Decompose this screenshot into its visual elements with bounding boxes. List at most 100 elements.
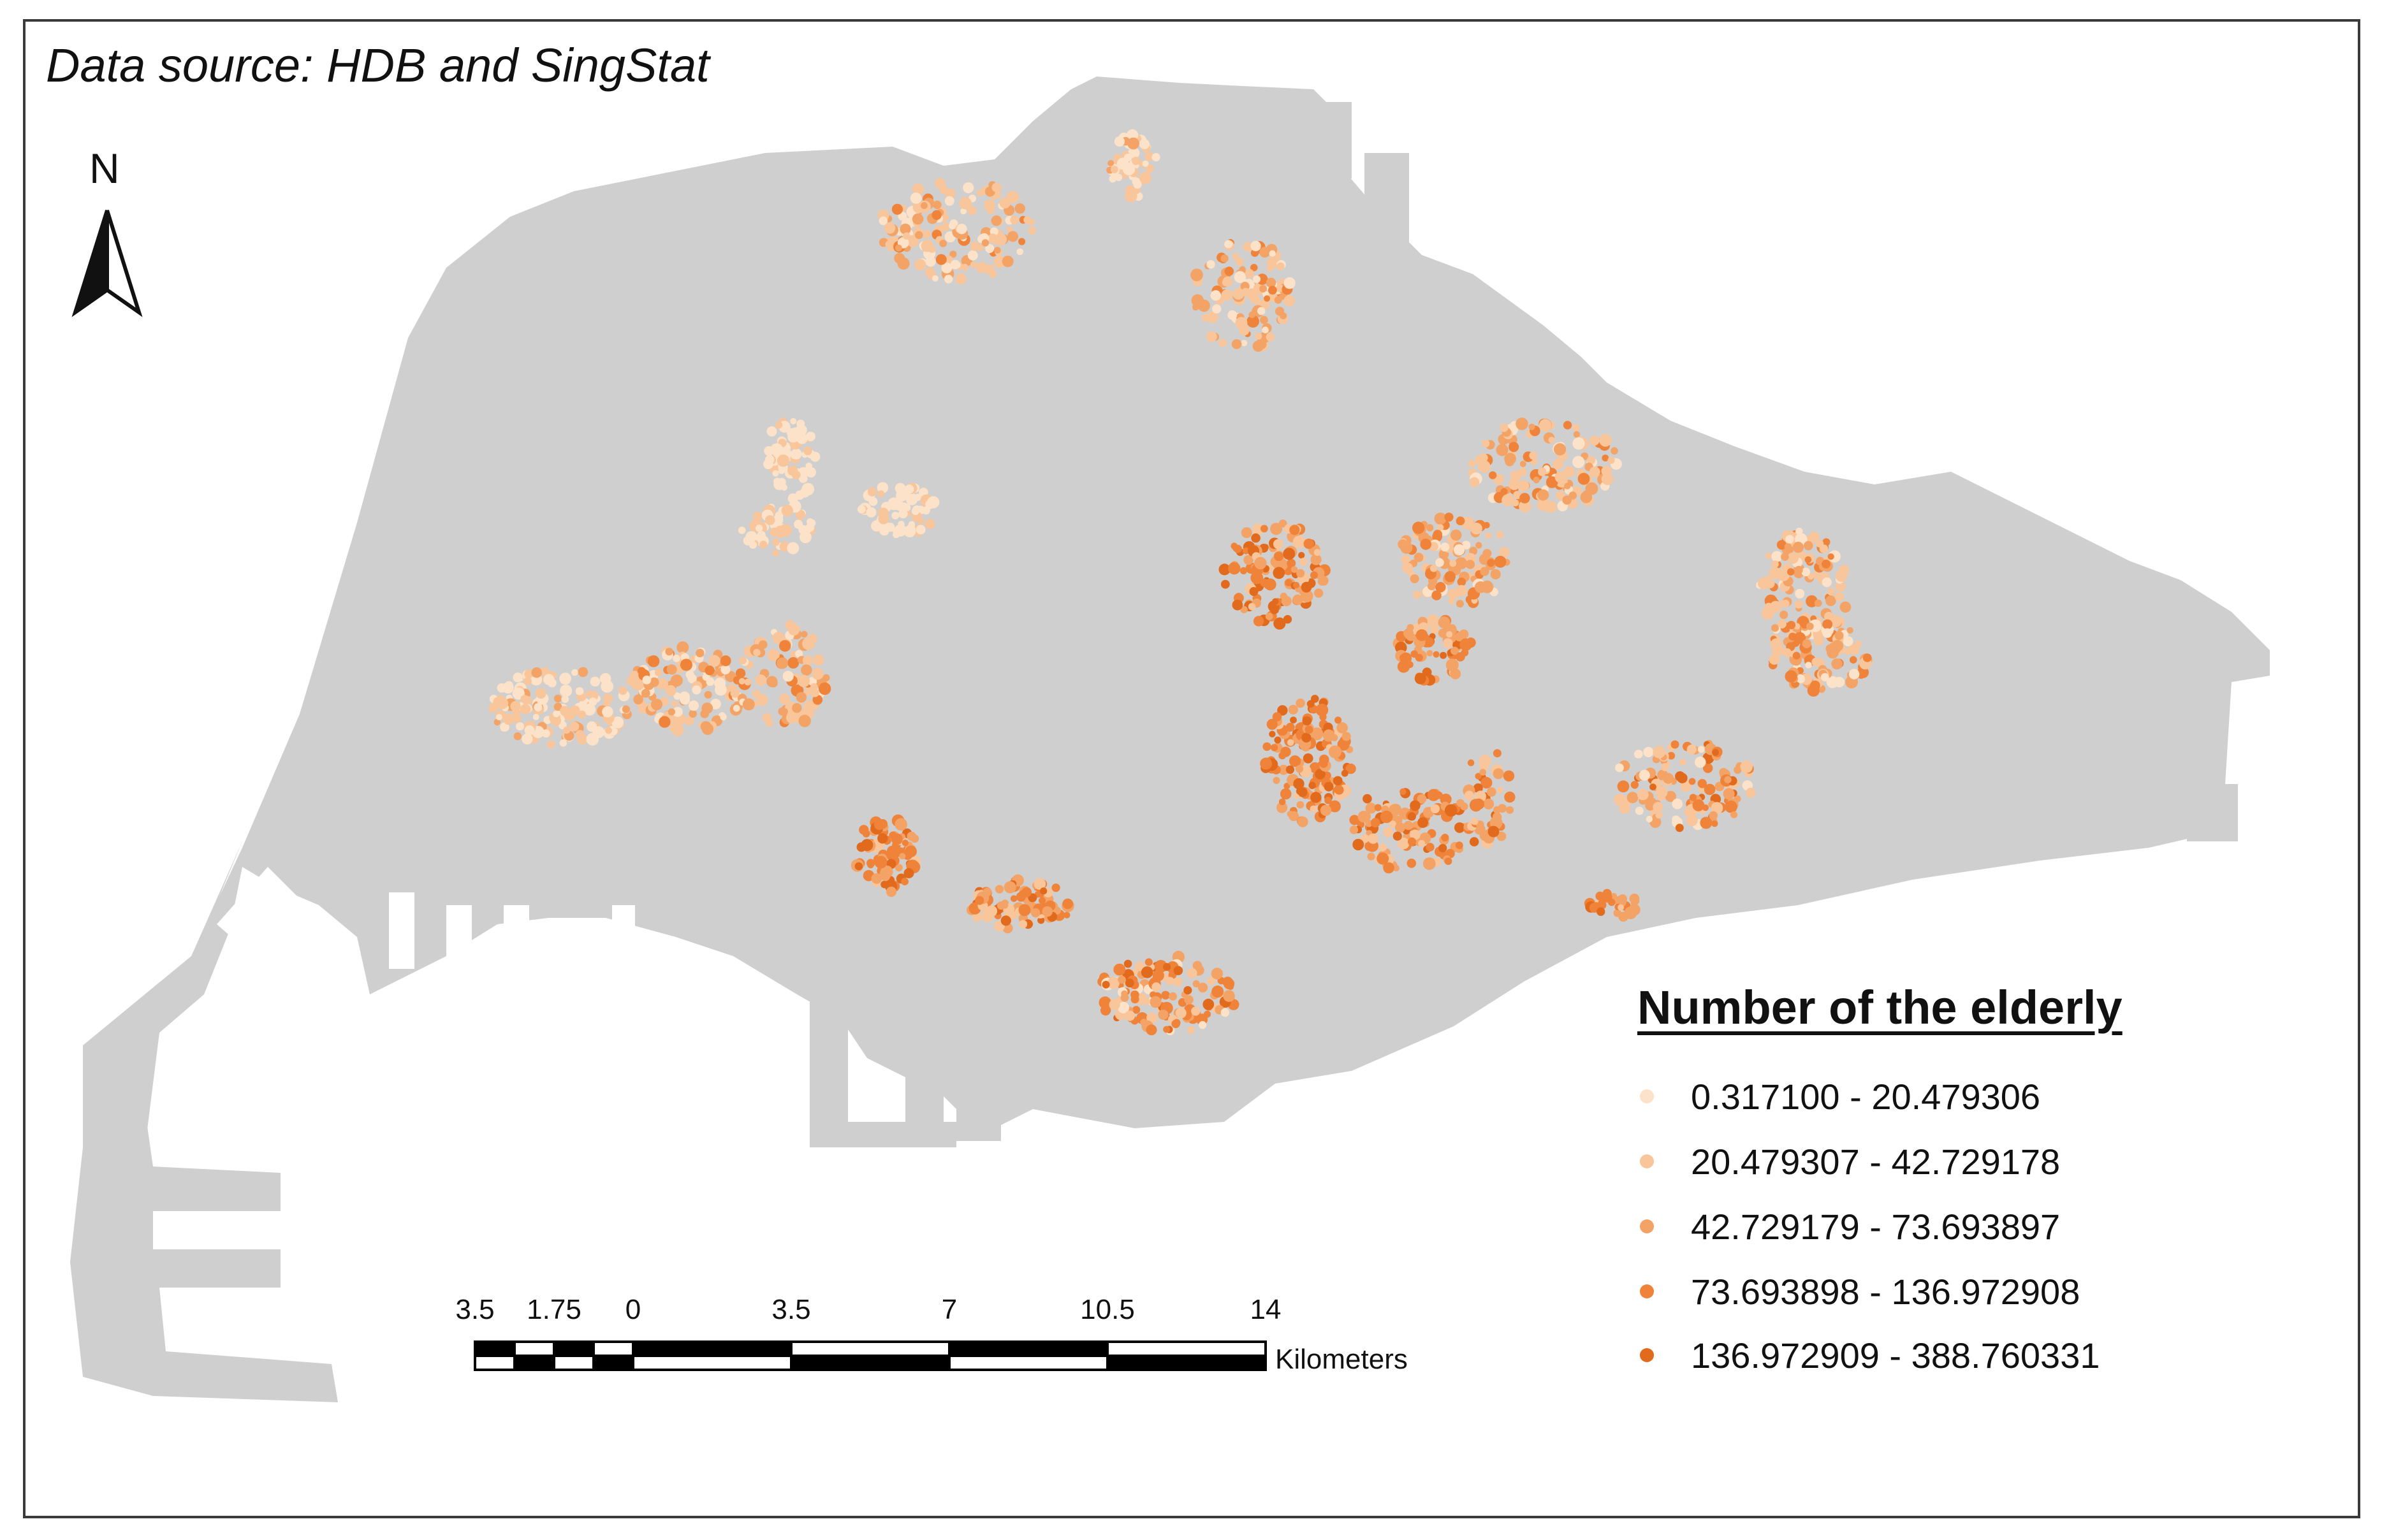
- elderly-point: [1456, 585, 1468, 597]
- elderly-point: [1173, 966, 1183, 975]
- elderly-point: [1498, 547, 1510, 558]
- elderly-point: [1848, 669, 1860, 679]
- elderly-point: [720, 655, 731, 667]
- elderly-point: [1257, 340, 1267, 349]
- elderly-point: [1239, 567, 1247, 575]
- elderly-point: [1516, 418, 1528, 430]
- elderly-point: [1125, 978, 1134, 988]
- elderly-point: [688, 700, 699, 711]
- elderly-point: [1771, 624, 1779, 632]
- elderly-point: [705, 665, 715, 676]
- elderly-point: [1383, 862, 1394, 874]
- elderly-point: [1820, 673, 1829, 681]
- elderly-point: [914, 259, 926, 271]
- elderly-point: [1846, 627, 1853, 634]
- elderly-point: [787, 542, 800, 555]
- elderly-point: [1341, 769, 1348, 777]
- elderly-point: [790, 418, 797, 425]
- elderly-point: [1839, 601, 1852, 613]
- elderly-point: [1222, 278, 1231, 287]
- elderly-point: [755, 674, 766, 686]
- elderly-point: [1455, 841, 1463, 850]
- elderly-point: [1608, 898, 1616, 906]
- elderly-point: [805, 467, 817, 478]
- elderly-point: [1835, 581, 1846, 592]
- elderly-point: [1444, 857, 1452, 865]
- elderly-point: [1480, 776, 1493, 789]
- elderly-point: [1280, 312, 1287, 319]
- elderly-point: [1548, 437, 1555, 444]
- elderly-point: [807, 709, 815, 718]
- elderly-point: [895, 864, 903, 872]
- elderly-point: [1206, 260, 1215, 269]
- elderly-point: [1443, 623, 1452, 632]
- elderly-point: [1187, 968, 1197, 978]
- elderly-point: [1496, 831, 1507, 841]
- elderly-point: [1287, 810, 1294, 818]
- elderly-point: [1483, 521, 1490, 529]
- elderly-point: [1304, 725, 1313, 734]
- elderly-point: [991, 182, 1002, 192]
- elderly-point: [1519, 493, 1530, 504]
- elderly-point: [862, 830, 870, 838]
- elderly-point: [1695, 756, 1706, 768]
- elderly-point: [1446, 631, 1453, 638]
- elderly-point: [1264, 295, 1271, 302]
- elderly-point: [807, 518, 814, 525]
- elderly-point: [1395, 641, 1407, 654]
- elderly-point: [1290, 566, 1298, 573]
- elderly-point: [1692, 799, 1705, 811]
- elderly-point: [1144, 152, 1154, 161]
- elderly-point: [1435, 582, 1446, 593]
- elderly-point: [877, 507, 889, 519]
- elderly-point: [1184, 995, 1194, 1005]
- elderly-point: [583, 703, 596, 716]
- elderly-point: [1770, 638, 1783, 650]
- elderly-point: [785, 712, 798, 723]
- elderly-point: [1269, 730, 1276, 737]
- elderly-point: [1285, 722, 1295, 732]
- elderly-point: [1862, 653, 1872, 662]
- elderly-point: [1619, 803, 1630, 814]
- elderly-point: [1601, 473, 1614, 485]
- elderly-point: [1670, 740, 1679, 749]
- elderly-point: [642, 675, 652, 685]
- elderly-point: [1292, 594, 1303, 605]
- elderly-point: [543, 674, 555, 685]
- elderly-point: [1239, 266, 1246, 273]
- elderly-point: [1287, 739, 1294, 746]
- elderly-point: [1675, 771, 1685, 781]
- elderly-point: [1191, 1006, 1201, 1016]
- elderly-point: [1146, 1024, 1157, 1036]
- elderly-point: [752, 690, 761, 698]
- elderly-point: [1785, 535, 1794, 544]
- elderly-point: [1492, 812, 1502, 822]
- elderly-point: [801, 664, 812, 676]
- elderly-point: [1482, 439, 1490, 447]
- legend-swatch-1: [1640, 1089, 1654, 1103]
- elderly-point: [1810, 680, 1820, 691]
- elderly-point: [1198, 1021, 1207, 1029]
- elderly-point: [1273, 567, 1285, 579]
- elderly-point: [1266, 718, 1278, 730]
- elderly-point: [1021, 887, 1032, 897]
- elderly-point: [1242, 548, 1250, 555]
- elderly-point: [1485, 532, 1492, 539]
- elderly-point: [1429, 564, 1438, 572]
- elderly-point: [1850, 656, 1857, 664]
- elderly-point: [1218, 563, 1231, 576]
- elderly-point: [1310, 805, 1317, 813]
- legend-label-5: 136.972909 - 388.760331: [1691, 1335, 2100, 1376]
- elderly-point: [1503, 770, 1515, 782]
- elderly-point: [1740, 760, 1753, 773]
- elderly-point: [812, 667, 824, 680]
- elderly-point: [1723, 788, 1735, 800]
- elderly-point: [1123, 163, 1136, 176]
- elderly-point: [735, 668, 746, 678]
- elderly-point: [1306, 700, 1315, 708]
- elderly-point: [1599, 433, 1612, 447]
- elderly-point: [1500, 423, 1509, 432]
- elderly-point: [685, 716, 694, 725]
- elderly-point: [1814, 599, 1822, 607]
- elderly-point: [1448, 598, 1455, 605]
